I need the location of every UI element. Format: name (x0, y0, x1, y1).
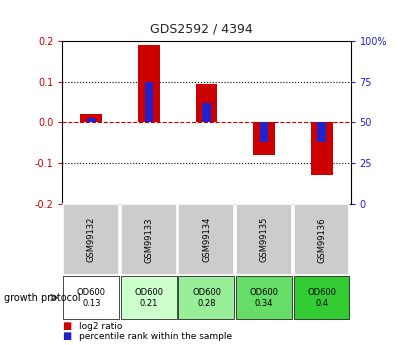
Text: ■: ■ (62, 332, 72, 341)
Text: log2 ratio: log2 ratio (79, 322, 122, 331)
Bar (87, 118, 96, 122)
Bar (311, 122, 333, 175)
Text: GDS2592 / 4394: GDS2592 / 4394 (150, 22, 253, 36)
Text: ■: ■ (62, 321, 72, 331)
Text: OD600
0.21: OD600 0.21 (135, 287, 163, 308)
Text: OD600
0.28: OD600 0.28 (192, 287, 221, 308)
Bar (120, 204, 177, 275)
Text: GSM99132: GSM99132 (87, 217, 96, 263)
Text: GSM99134: GSM99134 (202, 217, 211, 263)
Text: GSM99133: GSM99133 (144, 217, 154, 263)
Bar (260, 122, 268, 142)
Bar (195, 84, 218, 122)
Text: GSM99136: GSM99136 (317, 217, 326, 263)
Bar (293, 276, 349, 319)
Bar (120, 276, 177, 319)
Text: growth protocol: growth protocol (4, 293, 81, 303)
Bar (253, 122, 275, 155)
Bar (178, 276, 234, 319)
Bar (63, 276, 119, 319)
Text: OD600
0.13: OD600 0.13 (77, 287, 106, 308)
Bar (202, 103, 211, 122)
Bar (80, 114, 102, 122)
Text: OD600
0.4: OD600 0.4 (307, 287, 336, 308)
Bar (145, 82, 153, 122)
Bar (63, 204, 119, 275)
Text: GSM99135: GSM99135 (260, 217, 269, 263)
Text: OD600
0.34: OD600 0.34 (250, 287, 278, 308)
Bar (178, 204, 234, 275)
Text: percentile rank within the sample: percentile rank within the sample (79, 332, 232, 341)
Bar (236, 276, 292, 319)
Bar (236, 204, 292, 275)
Bar (293, 204, 349, 275)
Bar (138, 46, 160, 122)
Bar (318, 122, 326, 142)
